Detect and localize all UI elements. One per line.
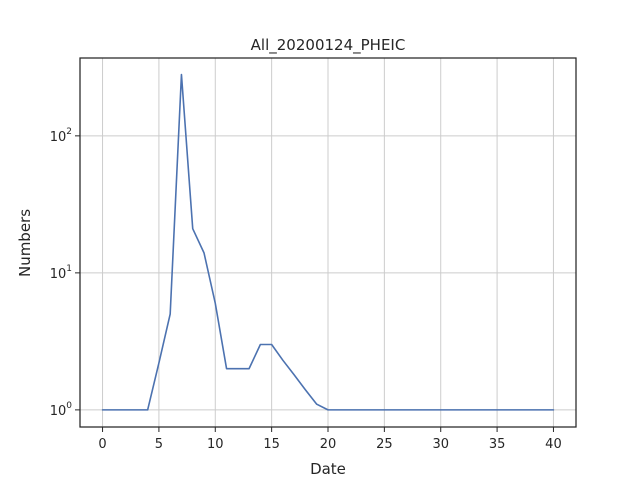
y-axis-label: Numbers [16,209,34,277]
y-tick-label: 102 [50,127,72,145]
y-tick-label: 101 [50,264,72,282]
x-axis-label: Date [310,460,346,478]
x-tick-label: 30 [432,437,449,452]
chart-title: All_20200124_PHEIC [251,36,406,55]
series-line-group [101,73,555,411]
series-line [101,73,555,411]
x-tick-label: 0 [98,437,106,452]
grid [80,58,576,427]
x-tick-label: 15 [263,437,280,452]
axis-ticks: 0 5 10 15 20 25 30 35 40 100 101 102 [50,127,562,452]
x-tick-label: 25 [376,437,393,452]
x-tick-label: 20 [320,437,337,452]
x-tick-label: 10 [207,437,224,452]
y-tick-label: 100 [50,401,73,419]
x-tick-label: 40 [545,437,562,452]
x-tick-label: 35 [489,437,506,452]
x-tick-label: 5 [155,437,163,452]
